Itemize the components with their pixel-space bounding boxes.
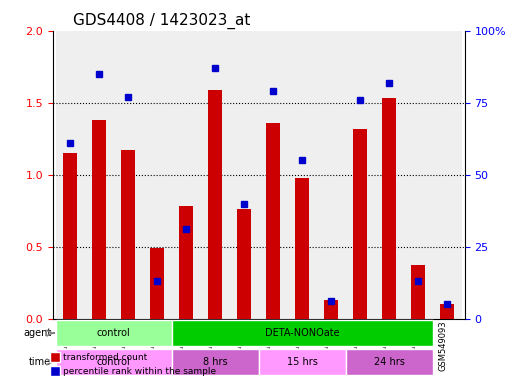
Bar xyxy=(208,90,222,319)
FancyBboxPatch shape xyxy=(172,320,433,346)
Text: 8 hrs: 8 hrs xyxy=(203,357,228,367)
Bar xyxy=(114,31,143,319)
Text: GDS4408 / 1423023_at: GDS4408 / 1423023_at xyxy=(73,13,251,29)
Bar xyxy=(266,123,280,319)
Bar xyxy=(172,31,201,319)
Bar xyxy=(353,129,367,319)
Text: DETA-NONOate: DETA-NONOate xyxy=(265,328,340,338)
Bar xyxy=(63,153,78,319)
Bar xyxy=(179,206,193,319)
Text: agent: agent xyxy=(23,328,51,338)
Legend: transformed count, percentile rank within the sample: transformed count, percentile rank withi… xyxy=(47,350,220,379)
Text: time: time xyxy=(29,357,51,367)
Bar xyxy=(150,248,164,319)
Bar xyxy=(346,31,375,319)
FancyBboxPatch shape xyxy=(55,320,172,346)
Bar xyxy=(382,98,397,319)
Bar xyxy=(84,31,114,319)
Bar xyxy=(55,31,84,319)
Bar xyxy=(295,177,309,319)
FancyBboxPatch shape xyxy=(55,349,172,375)
Bar xyxy=(259,31,288,319)
Bar xyxy=(433,31,462,319)
Bar xyxy=(201,31,230,319)
Bar xyxy=(440,304,455,319)
Text: 15 hrs: 15 hrs xyxy=(287,357,318,367)
Text: 24 hrs: 24 hrs xyxy=(374,357,404,367)
Bar xyxy=(288,31,317,319)
Text: control: control xyxy=(97,328,130,338)
Bar xyxy=(237,209,251,319)
Bar xyxy=(317,31,346,319)
Bar xyxy=(411,265,426,319)
Bar xyxy=(375,31,404,319)
Text: control: control xyxy=(97,357,130,367)
FancyBboxPatch shape xyxy=(259,349,346,375)
Bar xyxy=(143,31,172,319)
Bar xyxy=(324,300,338,319)
FancyBboxPatch shape xyxy=(346,349,433,375)
Bar xyxy=(230,31,259,319)
FancyBboxPatch shape xyxy=(172,349,259,375)
Bar xyxy=(92,120,107,319)
Bar xyxy=(404,31,433,319)
Bar xyxy=(121,150,136,319)
